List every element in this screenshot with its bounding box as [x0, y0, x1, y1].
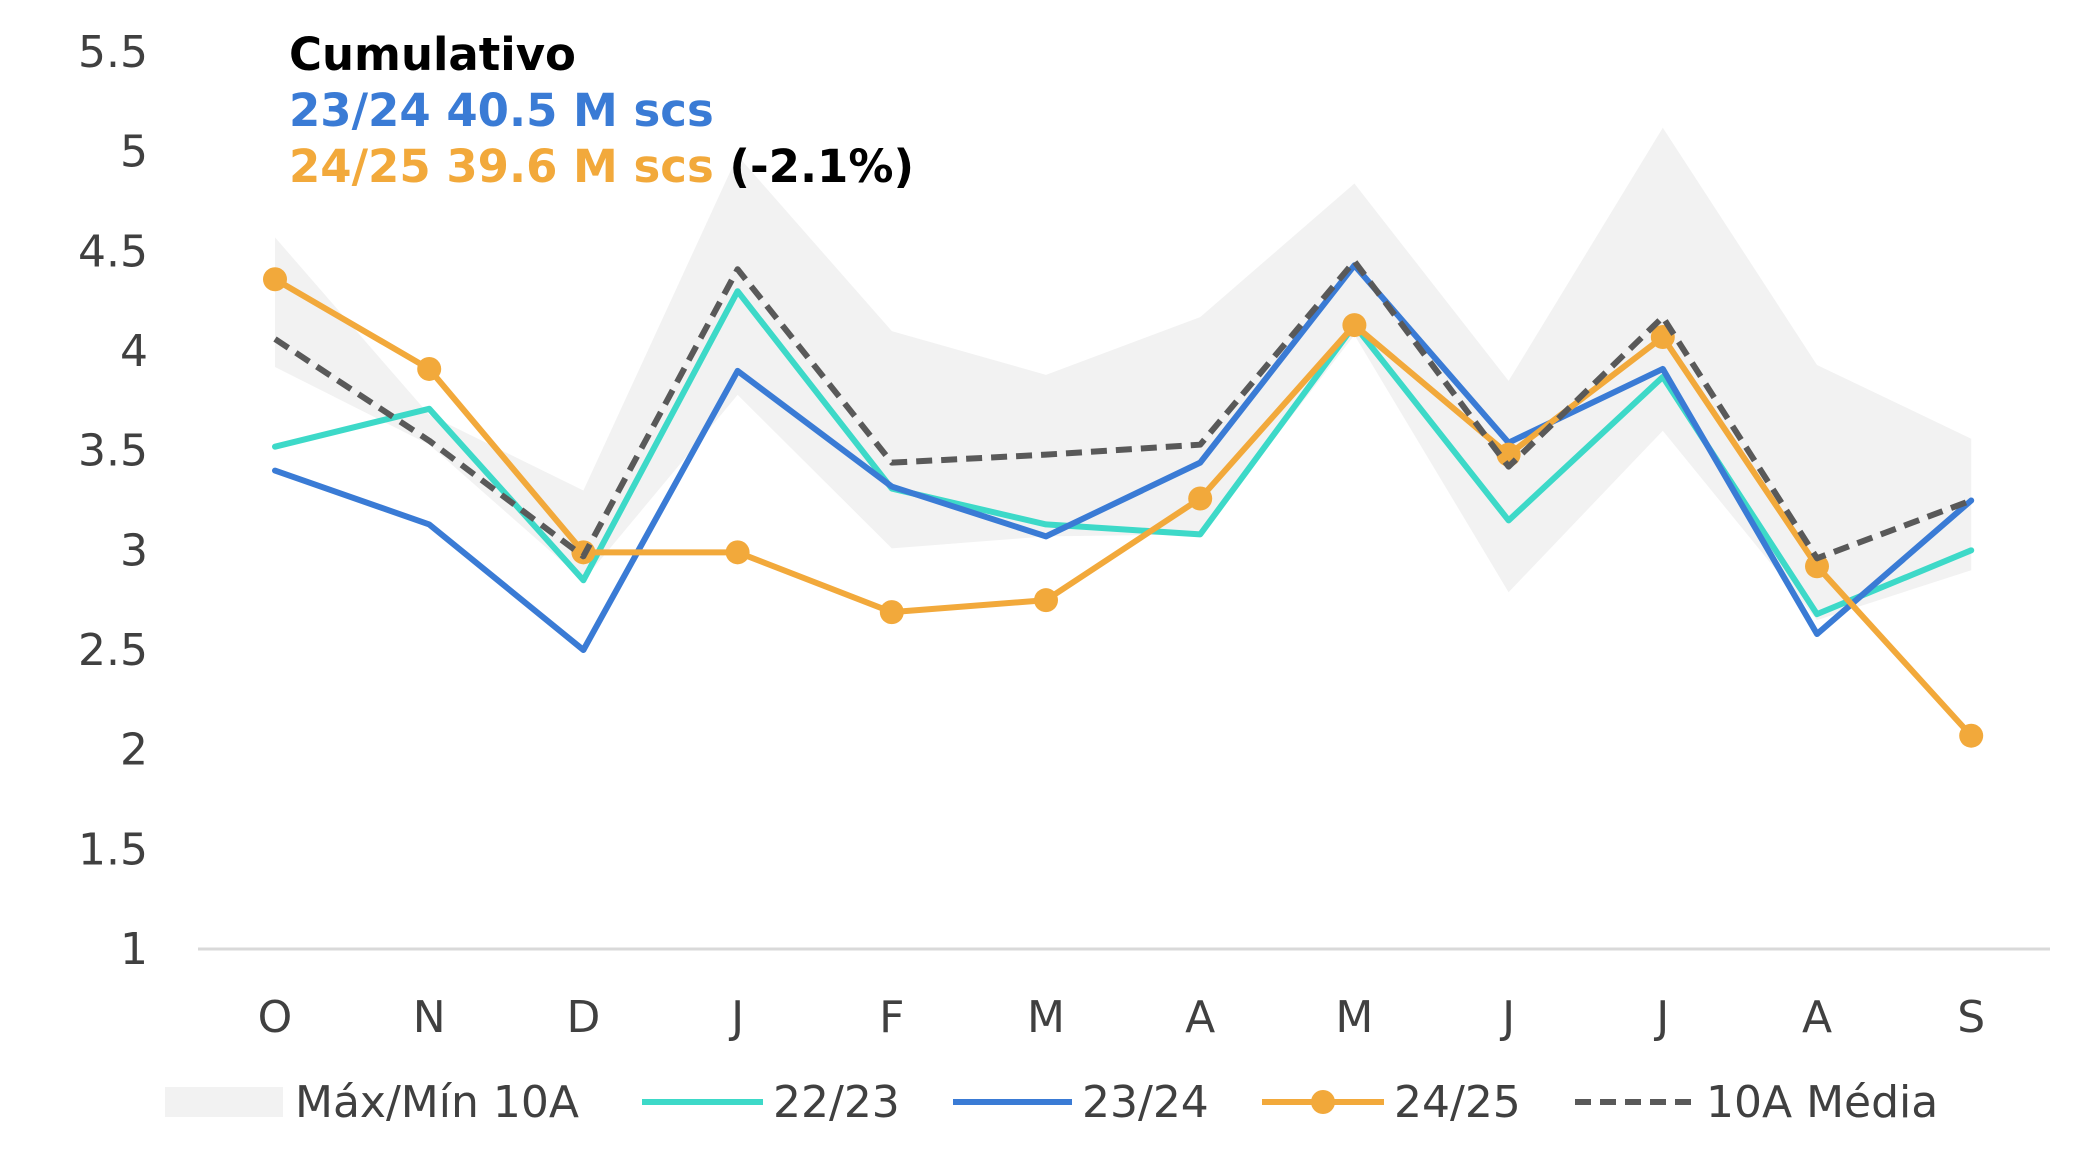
- series-line-24-25: [272, 276, 1975, 739]
- x-tick-label: O: [258, 992, 293, 1043]
- y-tick-label: 2.5: [78, 625, 148, 676]
- y-tick-label: 4.5: [78, 226, 148, 277]
- legend-swatch-band: [165, 1087, 283, 1117]
- legend-label-2425: 24/25: [1394, 1077, 1521, 1128]
- data-point-24-25: [879, 600, 904, 625]
- annotation-2425-change: (-2.1%): [714, 140, 914, 193]
- y-axis: 1 1.5 2 2.5 3 3.5 4 4.5 5 5.5: [78, 27, 148, 975]
- y-tick-label: 3.5: [78, 426, 148, 477]
- x-tick-label: M: [1027, 992, 1065, 1043]
- data-point-24-25: [725, 540, 750, 565]
- y-tick-label: 1: [120, 924, 148, 975]
- cumulative-annotation: Cumulativo 23/24 40.5 M scs 24/25 39.6 M…: [289, 28, 914, 193]
- x-tick-label: J: [1653, 992, 1669, 1043]
- x-tick-label: J: [1499, 992, 1515, 1043]
- data-point-24-25: [1342, 313, 1367, 338]
- series-23-24: [272, 262, 1975, 653]
- x-tick-label: F: [879, 992, 904, 1043]
- series-10a-m-dia: [273, 258, 1973, 562]
- y-tick-label: 5.5: [78, 27, 148, 78]
- annotation-2324-text: 23/24 40.5 M scs: [289, 84, 714, 137]
- x-tick-label: A: [1185, 992, 1215, 1043]
- data-point-24-25: [417, 356, 442, 381]
- data-point-24-25: [1034, 588, 1058, 613]
- x-tick-label: S: [1957, 992, 1985, 1043]
- legend: Máx/Mín 10A 22/23 23/24 24/25 10A Média: [165, 1077, 1938, 1128]
- annotation-line-2425: 24/25 39.6 M scs (-2.1%): [289, 140, 914, 193]
- y-tick-label: 5: [120, 127, 148, 178]
- legend-label-2223: 22/23: [773, 1077, 900, 1128]
- data-point-24-25: [1805, 554, 1829, 579]
- y-tick-label: 3: [120, 525, 148, 576]
- series-line-23-24: [272, 262, 1975, 653]
- y-tick-label: 1.5: [78, 824, 148, 875]
- legend-label-band: Máx/Mín 10A: [295, 1077, 579, 1128]
- series-layer: [263, 258, 1984, 748]
- annotation-2425-text: 24/25 39.6 M scs: [289, 140, 714, 193]
- max-min-band: [275, 127, 1972, 621]
- x-tick-label: J: [728, 992, 744, 1043]
- legend-label-10a-media: 10A Média: [1706, 1077, 1938, 1128]
- x-tick-label: N: [413, 992, 446, 1043]
- x-tick-label: M: [1335, 992, 1373, 1043]
- annotation-line-2324: 23/24 40.5 M scs: [289, 84, 714, 137]
- legend-swatch-2425-marker: [1311, 1090, 1335, 1114]
- data-point-24-25: [1959, 723, 1984, 748]
- y-tick-label: 4: [120, 326, 148, 377]
- series-line-10a-m-dia: [273, 258, 1973, 562]
- legend-label-2324: 23/24: [1082, 1077, 1209, 1128]
- x-tick-label: D: [566, 992, 600, 1043]
- annotation-title: Cumulativo: [289, 28, 576, 81]
- y-tick-label: 2: [120, 725, 148, 776]
- data-point-24-25: [1188, 486, 1213, 511]
- series-24-25: [263, 267, 1984, 748]
- data-point-24-25: [263, 267, 287, 292]
- max-min-band-layer: [275, 127, 1972, 621]
- x-tick-label: A: [1802, 992, 1832, 1043]
